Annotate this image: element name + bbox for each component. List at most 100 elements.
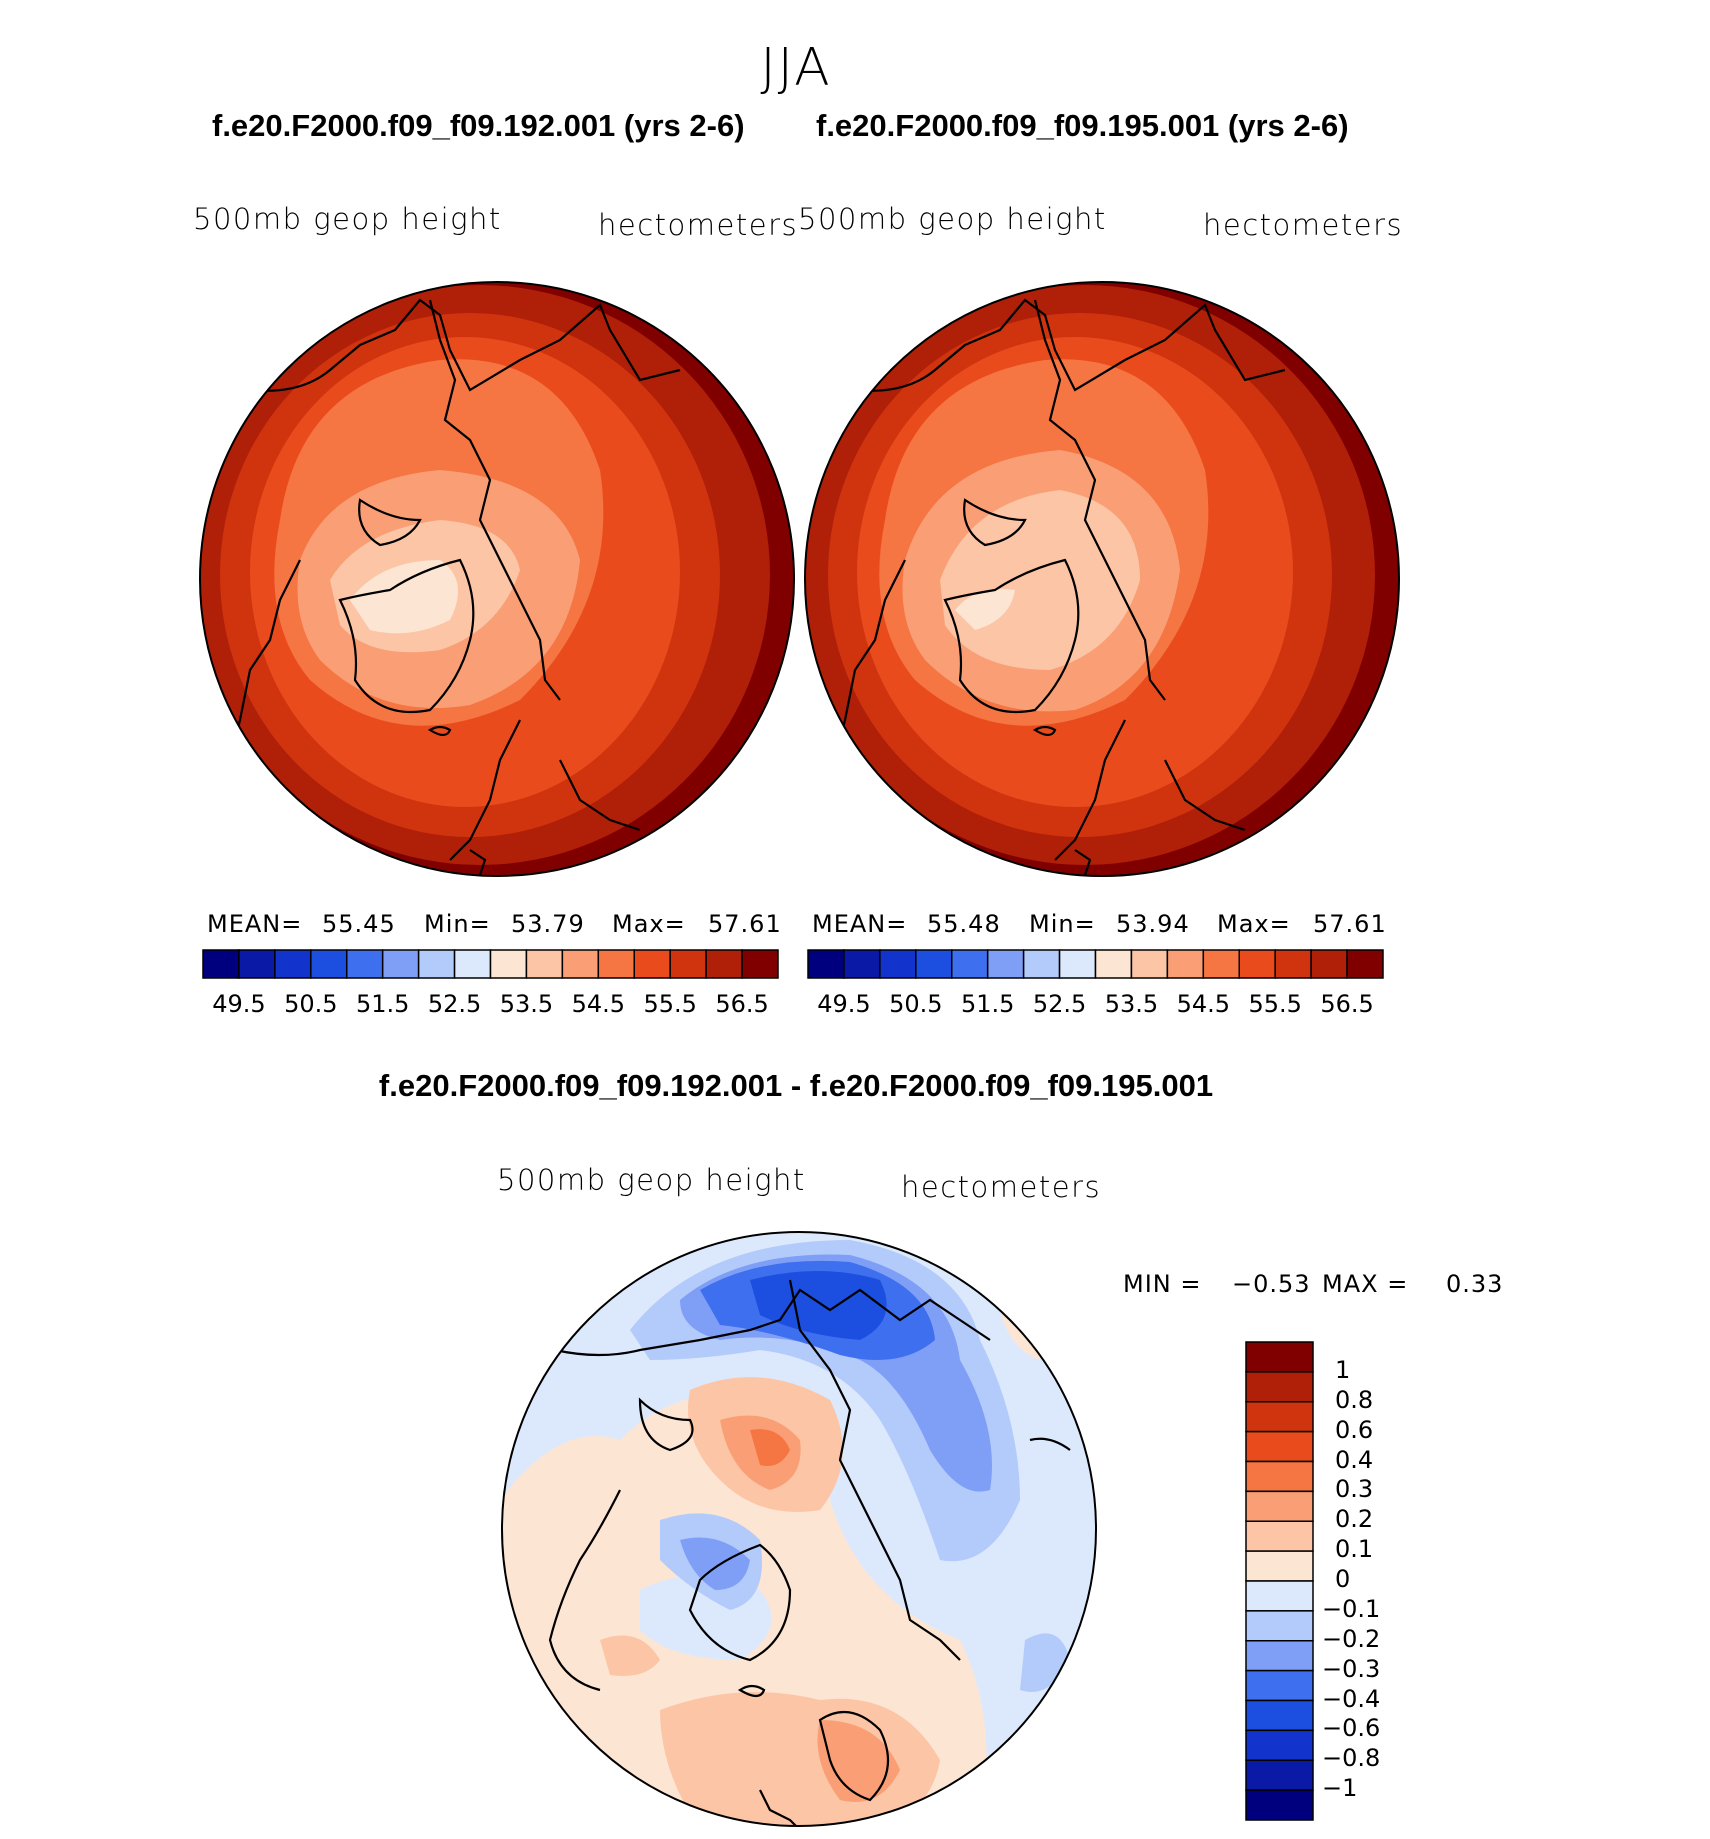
colorbar3-swatch-2 [1245, 1401, 1314, 1433]
colorbar2-swatch-12 [1238, 949, 1276, 979]
colorbar2-swatch-5 [986, 949, 1025, 979]
colorbar3-tick-label: 0.6 [1335, 1415, 1374, 1444]
panel1-variable-label: 500mb geop height [193, 202, 502, 236]
colorbar2-tick-label: 56.5 [1320, 990, 1374, 1018]
colorbar3-tick-label: 1 [1335, 1355, 1351, 1384]
colorbar1-tick-label: 52.5 [427, 990, 482, 1018]
panel1-min-label: Min= [424, 910, 491, 938]
colorbar1-swatch-5 [381, 949, 420, 979]
diff-variable-label: 500mb geop height [497, 1163, 806, 1197]
diff-coastlines [548, 1279, 1071, 1826]
panel2-border [804, 281, 1400, 877]
colorbar3-tick-label: 0.4 [1335, 1445, 1374, 1474]
panel2-variable-label: 500mb geop height [798, 202, 1107, 236]
colorbar3-tick-label: −0.6 [1322, 1714, 1381, 1743]
colorbar1-swatch-12 [633, 949, 671, 979]
colorbar2-swatch-4 [951, 949, 989, 979]
colorbar3-swatch-0 [1245, 1341, 1314, 1373]
panel2-band-53.8 [940, 490, 1140, 670]
panel1-case-title: f.e20.F2000.f09_f09.192.001 (yrs 2-6) [212, 108, 745, 143]
panel2-case-title: f.e20.F2000.f09_f09.195.001 (yrs 2-6) [816, 108, 1349, 143]
figure-title: JJA [760, 38, 832, 98]
colorbar2-swatch-10 [1166, 949, 1205, 979]
panel1-coastlines [228, 298, 681, 876]
colorbar2-swatch-13 [1274, 949, 1312, 979]
colorbar3-tick-label: −0.2 [1322, 1624, 1381, 1653]
colorbar1-swatch-9 [525, 949, 564, 979]
panel2-mean-label: MEAN= [812, 910, 908, 938]
colorbar1-tick-label: 51.5 [355, 990, 410, 1018]
panel2-max-value: 57.61 [1313, 910, 1387, 938]
colorbar3-tick-label: 0.1 [1335, 1535, 1374, 1564]
diff-min-value: −0.53 [1232, 1270, 1311, 1298]
colorbar1-swatch-8 [489, 949, 528, 979]
colorbar2-swatch-0 [807, 949, 845, 979]
colorbar2-swatch-11 [1202, 949, 1240, 979]
panel2-map [805, 282, 1399, 876]
colorbar1-swatch-11 [597, 949, 635, 979]
colorbar2-tick-label: 49.5 [817, 990, 871, 1018]
colorbar3-swatch-4 [1245, 1460, 1314, 1493]
colorbar1-tick-label: 53.5 [499, 990, 554, 1018]
colorbar1-tick-label: 54.5 [571, 990, 626, 1018]
diff-colorbar [1245, 1341, 1314, 1821]
colorbar3-swatch-12 [1245, 1699, 1314, 1732]
colorbar2-swatch-7 [1058, 949, 1097, 979]
diff-min-label: MIN = [1123, 1270, 1202, 1298]
colorbar3-swatch-15 [1245, 1789, 1314, 1821]
colorbar1-swatch-1 [238, 949, 276, 979]
colorbar3-swatch-11 [1245, 1669, 1314, 1702]
colorbar3-swatch-13 [1245, 1729, 1314, 1761]
colorbar2-tick-label: 52.5 [1032, 990, 1087, 1018]
diff-units-label: hectometers [901, 1170, 1102, 1204]
colorbar2-tick-label: 53.5 [1104, 990, 1159, 1018]
colorbar1-tick-label: 56.5 [715, 990, 769, 1018]
colorbar3-tick-label: −0.4 [1322, 1684, 1381, 1713]
diff-band--0.2b [680, 1537, 750, 1590]
panel2-mean-value: 55.48 [927, 910, 1001, 938]
panel1-max-value: 57.61 [708, 910, 782, 938]
colorbar3-swatch-9 [1245, 1610, 1314, 1642]
diff-map [502, 1232, 1096, 1826]
colorbar3-tick-label: 0.8 [1335, 1385, 1374, 1414]
colorbar3-swatch-5 [1245, 1490, 1314, 1522]
colorbar3-tick-label: 0.3 [1335, 1475, 1374, 1504]
colorbar3-swatch-14 [1245, 1759, 1314, 1791]
colorbar3-tick-label: 0 [1335, 1565, 1351, 1593]
colorbar1-swatch-2 [274, 949, 312, 979]
panel1-border [199, 281, 795, 877]
colorbar2-swatch-15 [1346, 949, 1384, 979]
colorbar1-swatch-15 [741, 949, 779, 979]
panel1-min-value: 53.79 [511, 910, 585, 938]
colorbar1-swatch-4 [346, 949, 384, 979]
panel1-map [200, 282, 794, 876]
panel1-mean-label: MEAN= [207, 910, 303, 938]
colorbar1-tick-label: 55.5 [643, 990, 697, 1018]
colorbar2-tick-label: 50.5 [889, 990, 943, 1018]
colorbar1-swatch-7 [453, 949, 492, 979]
colorbar3-swatch-6 [1245, 1520, 1314, 1552]
colorbar2-swatch-8 [1094, 949, 1133, 979]
diff-title: f.e20.F2000.f09_f09.192.001 - f.e20.F200… [378, 1068, 1214, 1103]
colorbar1-swatch-10 [561, 949, 600, 979]
panel2-min-label: Min= [1029, 910, 1096, 938]
colorbar2-swatch-9 [1130, 949, 1169, 979]
colorbar1-tick-label: 49.5 [212, 990, 266, 1018]
panel1-colorbar [202, 949, 779, 979]
diff-max-value: 0.33 [1446, 1270, 1504, 1298]
colorbar1-swatch-3 [310, 949, 348, 979]
diff-band-0.4 [750, 1429, 790, 1466]
colorbar3-swatch-1 [1245, 1371, 1314, 1403]
colorbar2-swatch-14 [1310, 949, 1348, 979]
colorbar1-swatch-6 [417, 949, 456, 979]
panel2-min-value: 53.94 [1116, 910, 1190, 938]
colorbar2-swatch-2 [879, 949, 917, 979]
colorbar1-swatch-13 [669, 949, 707, 979]
panel1-units-label: hectometers [598, 208, 799, 242]
colorbar3-tick-label: −0.3 [1322, 1654, 1381, 1683]
panel2-band-53.5 [955, 589, 1015, 630]
colorbar1-tick-label: 50.5 [284, 990, 338, 1018]
diff-band-0.2c [600, 1635, 660, 1676]
panel1-mean-value: 55.45 [322, 910, 396, 938]
